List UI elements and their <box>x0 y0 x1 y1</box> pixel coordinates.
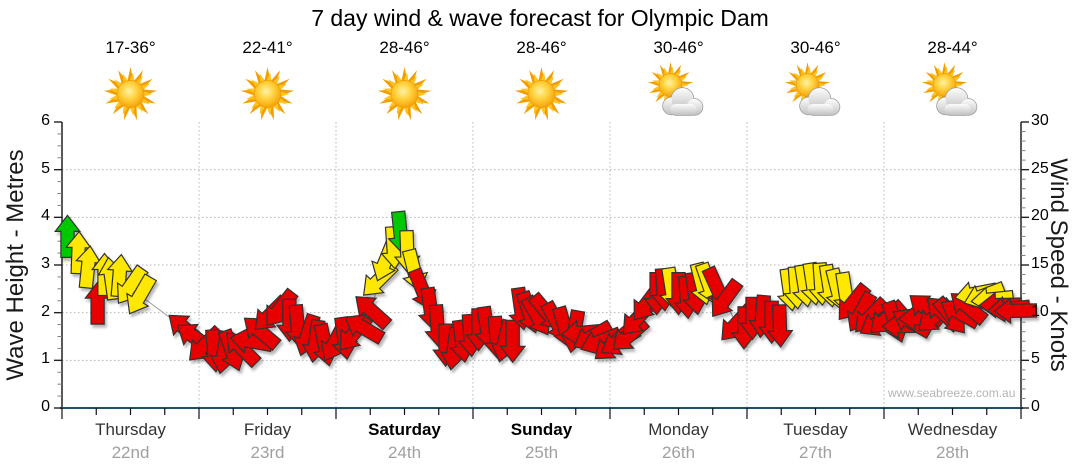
sun-core <box>253 80 282 108</box>
sunny-icon <box>103 67 158 121</box>
wave-axis-title: Wave Height - Metres <box>2 149 29 381</box>
wind-arrow <box>711 277 744 318</box>
wind-arrow-shape <box>355 296 393 331</box>
wind-arrow <box>355 296 393 331</box>
wind-arrow <box>344 313 386 345</box>
wind-arrow <box>993 297 1038 325</box>
weather-icons <box>103 62 978 121</box>
partly-cloudy-icon <box>921 62 978 116</box>
wind-arrows <box>53 210 1038 375</box>
partly-cloudy-icon <box>647 62 704 116</box>
sunny-icon <box>240 67 295 121</box>
sunny-icon <box>514 67 569 121</box>
sunny-icon <box>377 67 432 121</box>
wind-arrow-shape <box>711 277 744 318</box>
sun-core <box>390 80 419 108</box>
partly-cloudy-icon <box>784 62 841 116</box>
cloud-fill <box>670 104 697 115</box>
wind-arrow <box>766 304 794 348</box>
wind-arrow-shape <box>993 297 1038 325</box>
wind-axis-title: Wind Speed - Knots <box>1045 158 1072 372</box>
wind-arrow-shape <box>499 319 527 364</box>
wind-arrow <box>126 273 158 315</box>
wind-arrow-shape <box>126 273 158 315</box>
sun-core <box>527 80 556 108</box>
cloud-fill <box>944 104 971 115</box>
cloud-fill <box>807 104 834 115</box>
axes <box>54 121 1029 419</box>
wind-arrow <box>499 319 527 364</box>
wind-arrow-shape <box>344 313 386 345</box>
wind-arrow-series <box>53 210 1038 375</box>
gridlines <box>62 122 1021 408</box>
sun-core <box>116 80 145 108</box>
wind-arrow-shape <box>766 304 794 348</box>
